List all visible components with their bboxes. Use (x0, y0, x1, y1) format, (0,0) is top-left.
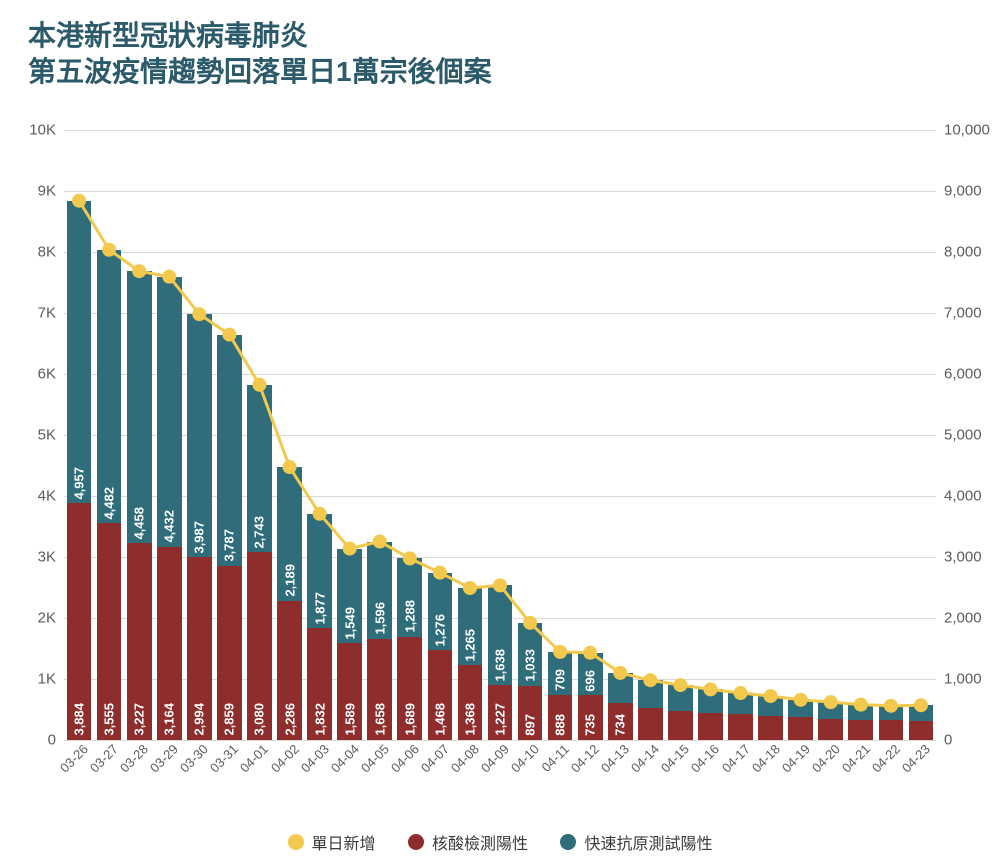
y-right-tick-label: 6,000 (936, 366, 982, 383)
y-right-tick-label: 3,000 (936, 549, 982, 566)
x-tick-label: 04-16 (688, 741, 722, 775)
y-left-tick-label: 1K (38, 671, 64, 688)
trend-marker (673, 678, 687, 692)
trend-marker (824, 695, 838, 709)
x-tick-label: 04-09 (478, 741, 512, 775)
x-tick-label: 04-14 (628, 741, 662, 775)
x-tick-label: 04-20 (809, 741, 843, 775)
x-tick-label: 03-27 (87, 741, 121, 775)
x-tick-label: 04-15 (658, 741, 692, 775)
y-left-tick-label: 2K (38, 610, 64, 627)
trend-marker (884, 699, 898, 713)
legend-label-top: 快速抗原測試陽性 (584, 830, 712, 854)
legend-swatch-top (560, 834, 576, 850)
trend-marker (764, 689, 778, 703)
x-tick-label: 04-08 (448, 741, 482, 775)
y-right-tick-label: 8,000 (936, 244, 982, 261)
trend-marker (252, 378, 266, 392)
y-left-tick-label: 8K (38, 244, 64, 261)
trend-marker (343, 542, 357, 556)
x-tick-label: 04-22 (869, 741, 903, 775)
trend-marker (463, 581, 477, 595)
y-right-tick-label: 10,000 (936, 122, 990, 139)
legend-label-line: 單日新增 (312, 830, 376, 854)
trend-marker (523, 616, 537, 630)
x-tick-label: 03-30 (177, 741, 211, 775)
x-tick-label: 04-06 (388, 741, 422, 775)
trend-marker (734, 686, 748, 700)
trend-marker (222, 328, 236, 342)
x-tick-label: 04-04 (328, 741, 362, 775)
trend-marker (283, 460, 297, 474)
legend: 單日新增 核酸檢測陽性 快速抗原測試陽性 (0, 830, 1000, 855)
covid-chart-page: 本港新型冠狀病毒肺炎 第五波疫情趨勢回落單日1萬宗後個案 001K1,0002K… (0, 0, 1000, 863)
trend-marker (403, 551, 417, 565)
trend-marker (162, 270, 176, 284)
trend-marker (373, 535, 387, 549)
x-tick-label: 04-17 (718, 741, 752, 775)
y-left-tick-label: 0 (48, 732, 64, 749)
legend-item-top: 快速抗原測試陽性 (560, 830, 712, 854)
y-right-tick-label: 0 (936, 732, 952, 749)
y-right-tick-label: 2,000 (936, 610, 982, 627)
x-tick-label: 04-18 (749, 741, 783, 775)
y-right-tick-label: 5,000 (936, 427, 982, 444)
legend-label-bottom: 核酸檢測陽性 (432, 830, 528, 854)
trend-marker (102, 243, 116, 257)
y-left-tick-label: 9K (38, 183, 64, 200)
x-tick-label: 04-13 (598, 741, 632, 775)
trend-marker (132, 264, 146, 278)
legend-swatch-bottom (408, 834, 424, 850)
x-tick-label: 04-21 (839, 741, 873, 775)
y-right-tick-label: 4,000 (936, 488, 982, 505)
x-tick-label: 04-11 (539, 741, 572, 774)
trend-marker (794, 693, 808, 707)
trend-marker (433, 566, 447, 580)
trend-marker (583, 646, 597, 660)
x-tick-label: 04-01 (237, 741, 271, 775)
legend-item-line: 單日新增 (288, 830, 376, 854)
trend-marker (703, 682, 717, 696)
y-right-tick-label: 1,000 (936, 671, 982, 688)
x-tick-label: 04-10 (508, 741, 542, 775)
chart-plot-area: 001K1,0002K2,0003K3,0004K4,0005K5,0006K6… (64, 130, 936, 740)
y-left-tick-label: 6K (38, 366, 64, 383)
x-tick-label: 04-03 (297, 741, 331, 775)
x-tick-label: 03-28 (117, 741, 151, 775)
x-tick-label: 04-07 (418, 741, 452, 775)
x-tick-label: 03-29 (147, 741, 181, 775)
legend-item-bottom: 核酸檢測陽性 (408, 830, 528, 854)
trend-marker (72, 194, 86, 208)
x-tick-label: 04-19 (779, 741, 813, 775)
trend-marker (643, 673, 657, 687)
legend-swatch-line (288, 834, 304, 850)
x-tick-label: 04-02 (267, 741, 301, 775)
y-right-tick-label: 9,000 (936, 183, 982, 200)
trend-marker (613, 666, 627, 680)
x-tick-label: 04-05 (358, 741, 392, 775)
y-left-tick-label: 10K (29, 122, 64, 139)
line-layer (64, 130, 936, 740)
chart-title: 本港新型冠狀病毒肺炎 第五波疫情趨勢回落單日1萬宗後個案 (28, 18, 492, 91)
y-left-tick-label: 7K (38, 305, 64, 322)
x-tick-label: 04-23 (899, 741, 933, 775)
y-left-tick-label: 5K (38, 427, 64, 444)
trend-marker (914, 698, 928, 712)
trend-marker (192, 307, 206, 321)
y-left-tick-label: 3K (38, 549, 64, 566)
x-tick-label: 03-31 (207, 741, 241, 775)
trend-marker (854, 698, 868, 712)
x-tick-label: 04-12 (568, 741, 602, 775)
trend-marker (493, 578, 507, 592)
y-right-tick-label: 7,000 (936, 305, 982, 322)
trend-line (79, 201, 921, 706)
trend-marker (553, 645, 567, 659)
y-left-tick-label: 4K (38, 488, 64, 505)
trend-marker (313, 507, 327, 521)
